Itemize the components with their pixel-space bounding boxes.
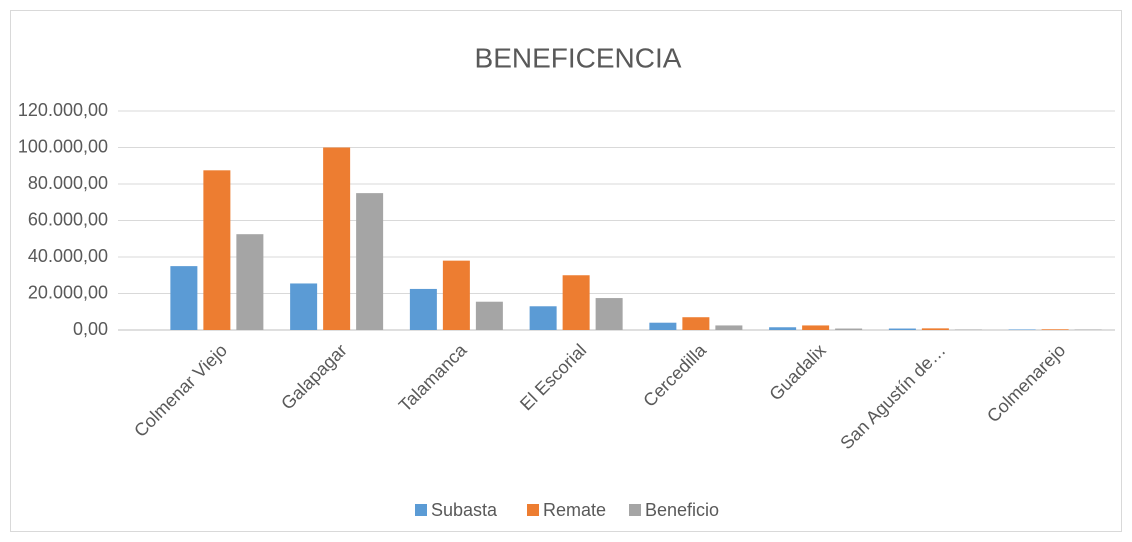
bar: [203, 170, 231, 330]
bar: [323, 147, 351, 330]
bar: [595, 298, 623, 330]
bar: [921, 328, 949, 330]
bar: [802, 325, 830, 330]
legend-label: Subasta: [431, 500, 498, 520]
bar: [835, 328, 863, 330]
legend-label: Remate: [543, 500, 606, 520]
bar: [356, 193, 384, 330]
bar: [1041, 329, 1069, 330]
legend-swatch: [629, 504, 641, 516]
bar: [649, 322, 677, 330]
y-tick-label: 40.000,00: [28, 246, 108, 266]
bar: [769, 327, 797, 330]
bar: [529, 306, 557, 330]
legend-swatch: [527, 504, 539, 516]
bar: [290, 283, 318, 330]
bar: [888, 328, 916, 330]
bar: [475, 301, 503, 330]
bar: [170, 266, 198, 330]
y-tick-label: 100.000,00: [18, 136, 108, 156]
bar: [562, 275, 590, 330]
y-tick-label: 20.000,00: [28, 282, 108, 302]
bar: [236, 234, 264, 330]
bar: [442, 260, 470, 330]
bar: [954, 329, 982, 330]
bar: [1074, 329, 1102, 330]
y-tick-label: 80.000,00: [28, 173, 108, 193]
chart-title: BENEFICENCIA: [475, 42, 682, 73]
bar: [682, 317, 710, 330]
bar: [715, 325, 743, 330]
bar: [409, 288, 437, 330]
bar: [1008, 329, 1036, 330]
legend-label: Beneficio: [645, 500, 719, 520]
y-tick-label: 120.000,00: [18, 100, 108, 120]
legend-swatch: [415, 504, 427, 516]
y-tick-label: 60.000,00: [28, 209, 108, 229]
y-tick-label: 0,00: [73, 319, 108, 339]
